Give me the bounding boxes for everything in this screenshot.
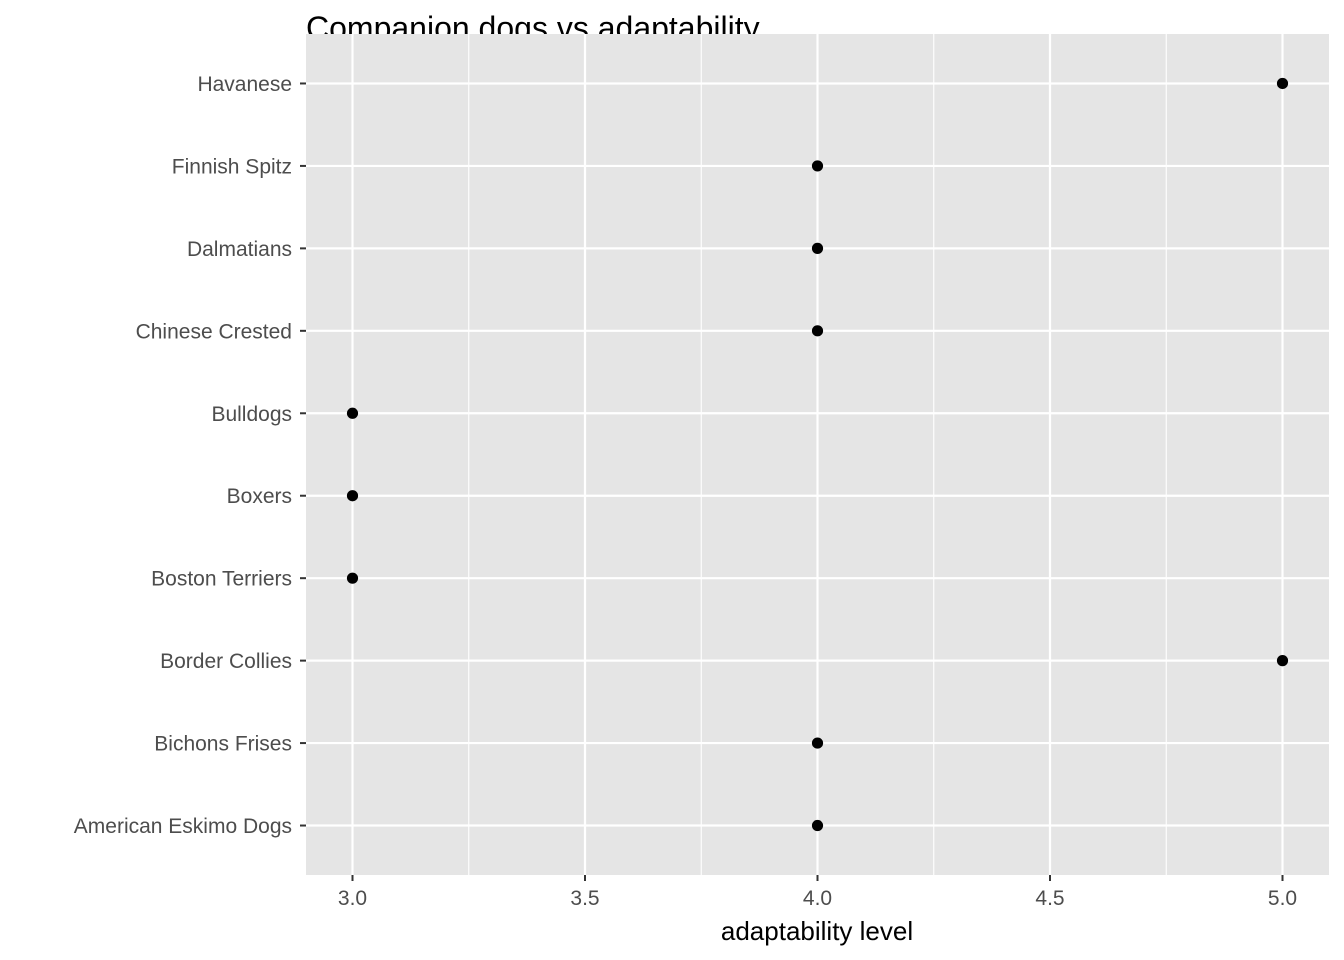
y-tick-label: Boston Terriers: [151, 568, 292, 591]
data-point: [346, 572, 359, 584]
y-axis: American Eskimo Dogs Bichons Frises Border…: [74, 73, 306, 838]
x-tick-label: 4.0: [803, 887, 832, 910]
data-point: [811, 819, 824, 832]
y-tick-label: American Eskimo Dogs: [74, 815, 292, 838]
x-tick-label: 3.0: [338, 887, 367, 910]
data-point: [1276, 77, 1289, 90]
data-point: [811, 737, 824, 749]
y-tick-label: Border Collies: [160, 650, 292, 673]
y-tick-label: Bulldogs: [211, 403, 292, 426]
y-tick-label: Havanese: [197, 73, 292, 96]
x-axis-title: adaptability level: [721, 916, 913, 946]
y-tick-label: Finnish Spitz: [172, 155, 292, 178]
y-tick-label: Dalmatians: [187, 238, 292, 261]
y-tick-label: Chinese Crested: [136, 320, 292, 343]
x-tick-label: 3.5: [570, 887, 599, 910]
data-point: [811, 160, 824, 172]
data-point: [346, 407, 359, 419]
data-point: [346, 490, 359, 502]
data-point: [1276, 655, 1289, 667]
x-tick-label: 4.5: [1035, 887, 1064, 910]
grid-lines: [306, 34, 1329, 875]
data-points: [346, 77, 1289, 832]
y-tick-label: Boxers: [227, 485, 292, 508]
data-point: [811, 242, 824, 254]
x-tick-label: 5.0: [1268, 887, 1297, 910]
y-tick-label: Bichons Frises: [154, 733, 292, 756]
x-axis: 3.0 3.5 4.0 4.5 5.0: [338, 875, 1297, 910]
data-point: [811, 325, 824, 337]
